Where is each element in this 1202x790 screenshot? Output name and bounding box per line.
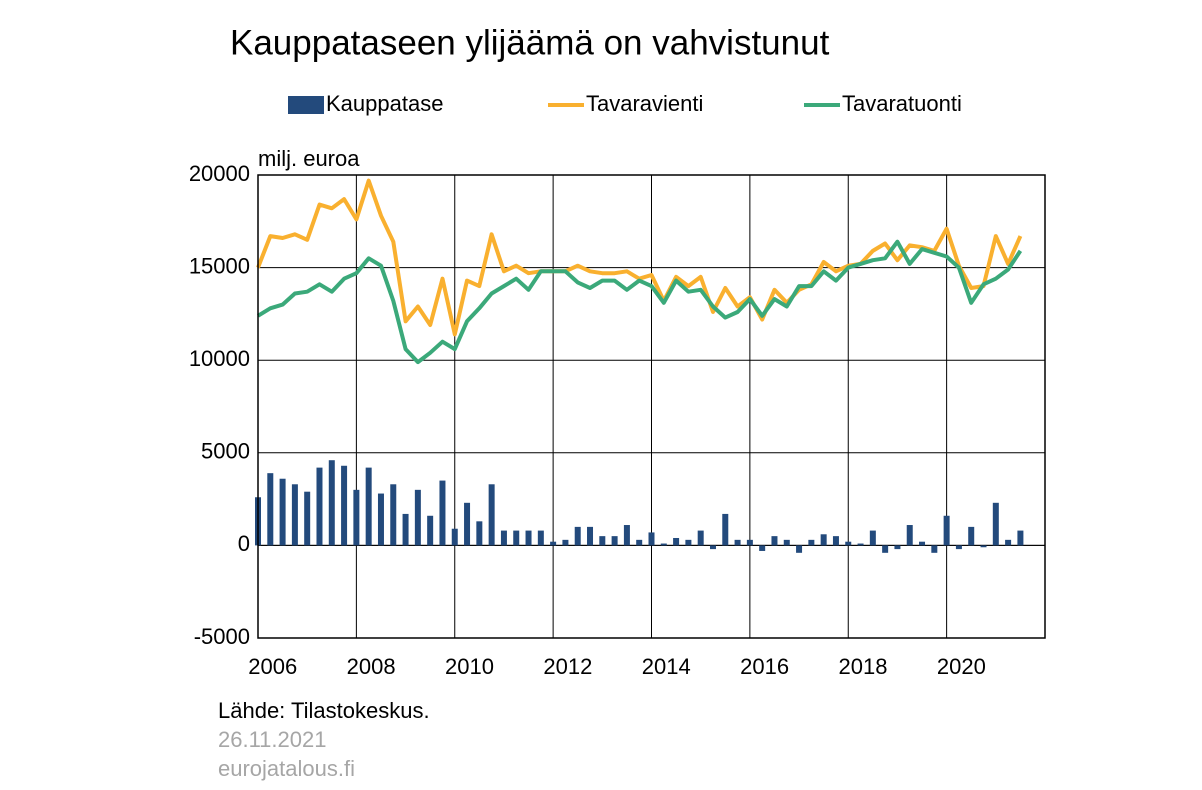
legend-label: Tavaravienti	[586, 91, 703, 116]
bar	[537, 530, 544, 546]
bar	[328, 460, 335, 546]
bar	[832, 536, 839, 546]
y-tick-label: 5000	[201, 439, 250, 464]
bar	[660, 543, 667, 546]
bar	[968, 526, 975, 546]
bar	[587, 526, 594, 546]
bar	[599, 536, 606, 546]
bar	[783, 539, 790, 546]
bar	[316, 467, 323, 546]
bar	[304, 491, 311, 546]
x-tick-label: 2016	[740, 654, 789, 679]
bar	[943, 515, 950, 546]
bar	[808, 539, 815, 546]
bar	[279, 478, 286, 546]
bar	[796, 545, 803, 553]
bar	[353, 489, 360, 546]
bar	[1017, 530, 1024, 546]
legend-label: Kauppatase	[326, 91, 443, 116]
bar	[476, 521, 483, 546]
y-tick-label: 20000	[189, 161, 250, 186]
bar	[820, 534, 827, 546]
bar	[919, 541, 926, 546]
bar	[709, 545, 716, 550]
bar	[771, 536, 778, 546]
bar	[869, 530, 876, 546]
y-tick-label: -5000	[194, 624, 250, 649]
site: eurojatalous.fi	[218, 756, 355, 781]
x-tick-label: 2008	[347, 654, 396, 679]
bar	[894, 545, 901, 550]
bar	[955, 545, 962, 550]
bar	[845, 541, 852, 546]
bar	[488, 484, 495, 546]
y-tick-label: 15000	[189, 253, 250, 278]
bar	[451, 528, 458, 546]
source: Lähde: Tilastokeskus.	[218, 698, 430, 723]
bar	[550, 541, 557, 546]
bar	[402, 513, 409, 546]
bar	[623, 525, 630, 546]
bar	[562, 539, 569, 546]
legend-label: Tavaratuonti	[842, 91, 962, 116]
bar	[390, 484, 397, 546]
bar	[341, 465, 348, 546]
y-tick-label: 0	[238, 531, 250, 556]
line	[256, 239, 1023, 365]
bar	[697, 530, 704, 546]
bar	[464, 502, 471, 546]
bar	[648, 532, 655, 546]
bar	[291, 484, 298, 546]
x-tick-label: 2010	[445, 654, 494, 679]
x-tick-label: 2020	[937, 654, 986, 679]
plot-frame	[257, 174, 1046, 639]
bar	[673, 537, 680, 546]
bar	[734, 539, 741, 546]
bar	[636, 539, 643, 546]
bar	[992, 502, 999, 546]
chart-title: Kauppataseen ylijäämä on vahvistunut	[230, 23, 830, 62]
x-tick-label: 2018	[839, 654, 888, 679]
bar	[746, 539, 753, 546]
bar	[513, 530, 520, 546]
bar	[906, 525, 913, 546]
legend-swatch	[288, 96, 324, 114]
date: 26.11.2021	[218, 727, 326, 752]
bar	[365, 467, 372, 546]
bar	[1005, 539, 1012, 546]
bar	[525, 530, 532, 546]
bar	[414, 489, 421, 546]
bar	[611, 536, 618, 546]
bar	[722, 513, 729, 546]
bar	[857, 543, 864, 546]
bar	[980, 545, 987, 548]
bar	[882, 545, 889, 553]
bar	[685, 539, 692, 546]
y-tick-label: 10000	[189, 346, 250, 371]
bar	[267, 473, 274, 546]
y-axis-label: milj. euroa	[258, 146, 360, 171]
bar	[574, 526, 581, 546]
bar	[500, 530, 507, 546]
bar	[427, 515, 434, 546]
x-tick-label: 2012	[543, 654, 592, 679]
bar	[931, 545, 938, 553]
bar	[759, 545, 766, 551]
bar	[439, 480, 446, 546]
x-tick-label: 2006	[248, 654, 297, 679]
x-tick-label: 2014	[642, 654, 691, 679]
bar	[377, 493, 384, 546]
